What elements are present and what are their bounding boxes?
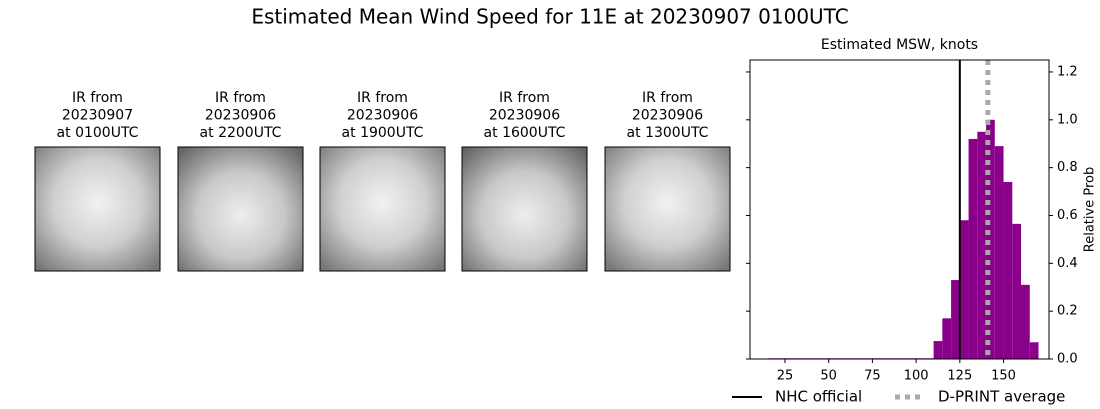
panel-label: 20230906 [347,108,418,124]
histogram-bar [1012,223,1022,359]
y-tick-label: 1.0 [1057,112,1078,127]
histogram-bar [1029,342,1039,359]
histogram-bar [1003,181,1013,359]
chart-title: Estimated MSW, knots [821,37,978,53]
panel-label: 20230906 [205,108,276,124]
panel-label: IR from [357,90,408,106]
x-tick-label: 75 [864,369,881,384]
ir-image [177,146,304,272]
histogram-bar [942,318,952,359]
histogram-bar [968,138,978,359]
panel-label: 20230906 [632,108,703,124]
panel-label: at 2200UTC [200,125,282,141]
x-tick-label: 100 [904,369,929,384]
histogram-bar [994,146,1004,359]
ir-image [604,146,731,272]
panel-label: IR from [642,90,693,106]
x-tick-label: 25 [777,369,794,384]
ir-image [461,146,588,272]
panel-label: 20230906 [489,108,560,124]
legend-label: NHC official [775,388,862,406]
panel-label: at 1300UTC [627,125,709,141]
histogram-bar [951,280,960,359]
histogram-bar [986,119,995,359]
panel-label: at 1900UTC [342,125,424,141]
y-axis-label: Relative Prob [1083,167,1098,252]
plot-frame [749,59,1050,360]
histogram-bar [977,131,987,359]
panel-label: at 1600UTC [484,125,566,141]
y-tick-label: 0.6 [1057,208,1078,223]
y-tick-label: 1.2 [1057,64,1078,79]
ir-image [34,146,161,272]
histogram-bar [959,220,969,359]
ir-image [319,146,446,272]
y-tick-label: 0.0 [1057,352,1078,367]
panel-label: IR from [215,90,266,106]
figure-title: Estimated Mean Wind Speed for 11E at 202… [251,5,848,29]
legend-label: D-PRINT average [938,388,1065,406]
y-tick-label: 0.8 [1057,160,1078,175]
x-tick-label: 125 [947,369,972,384]
panel-label: IR from [72,90,123,106]
y-tick-label: 0.4 [1057,256,1078,271]
x-tick-label: 50 [820,369,837,384]
panel-label: IR from [499,90,550,106]
panel-label: 20230907 [62,108,133,124]
histogram-bar [1021,284,1030,359]
y-tick-label: 0.2 [1057,304,1078,319]
panel-label: at 0100UTC [57,125,139,141]
x-tick-label: 150 [991,369,1016,384]
histogram-bar [933,341,943,359]
